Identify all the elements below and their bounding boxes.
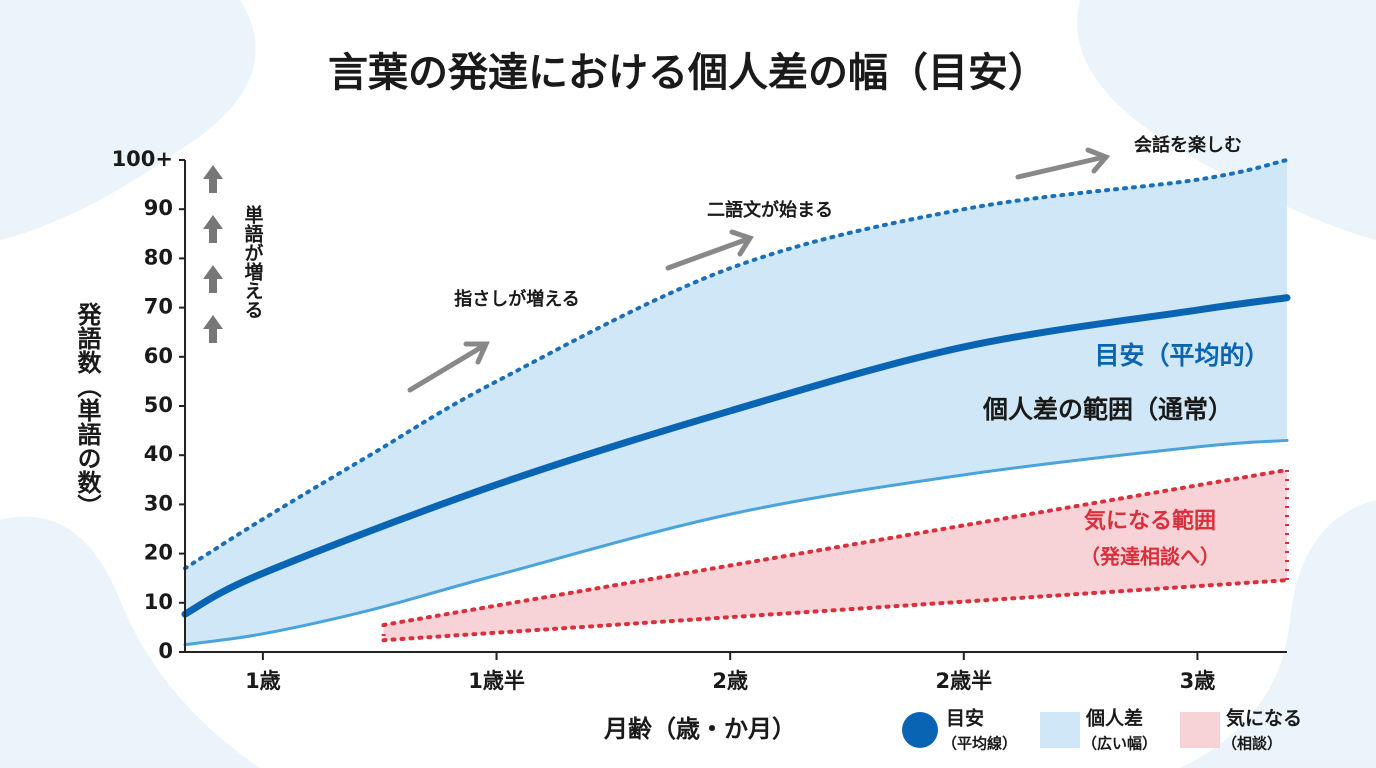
legend-label: 気になる	[1226, 707, 1302, 730]
y-tick-label: 90	[144, 196, 173, 220]
x-tick-label: 1歳	[245, 669, 281, 693]
x-tick-label: 2歳	[712, 669, 748, 693]
background-blob	[0, 516, 260, 768]
annotation: 指さしが増える	[454, 288, 579, 310]
annotation: 個人差の範囲（通常）	[982, 395, 1233, 424]
y-tick-label: 10	[144, 590, 173, 614]
y-tick-label: 60	[144, 344, 173, 368]
y-tick-label: 20	[144, 541, 173, 565]
legend-swatch	[1040, 712, 1080, 748]
y-tick-label: 30	[144, 491, 173, 515]
y-axis-label: 発語数（単語の数）	[73, 301, 102, 518]
x-axis-label: 月齢（歳・か月）	[603, 715, 796, 743]
annotation: 気になる範囲	[1084, 508, 1216, 534]
upper-bound	[183, 158, 1289, 571]
range-area	[185, 160, 1287, 645]
x-tick-label: 3歳	[1180, 669, 1216, 693]
trend-arrows	[407, 147, 1111, 393]
legend-label: 目安	[946, 707, 984, 730]
legend-swatch	[902, 712, 938, 748]
background-blob	[0, 0, 256, 240]
legend-note: （平均線）	[942, 735, 1017, 753]
legend-swatch	[1180, 712, 1220, 748]
upper-bound	[381, 467, 1289, 627]
range-area	[383, 469, 1287, 641]
annotation: 二語文が始まる	[707, 199, 833, 221]
lower-bound	[183, 438, 1289, 647]
legend-note: （広い幅）	[1082, 735, 1157, 753]
background-blob	[1077, 0, 1376, 240]
x-tick-label: 1歳半	[468, 669, 525, 693]
annotation: （発達相談へ）	[1080, 545, 1220, 569]
lower-bound	[381, 578, 1289, 643]
annotation: 会話を楽しむ	[1134, 134, 1242, 156]
up-arrows	[203, 165, 223, 343]
x-tick-label: 2歳半	[935, 669, 992, 693]
line	[181, 294, 1291, 618]
legend-label: 個人差	[1085, 707, 1143, 730]
y-tick-label: 80	[144, 245, 173, 269]
chart-title: 言葉の発達における個人差の幅（目安）	[328, 50, 1048, 96]
legend-note: （相談）	[1222, 735, 1282, 753]
background-blob	[1180, 500, 1376, 768]
y-note: 単語が増える	[242, 204, 264, 319]
y-tick-label: 50	[144, 393, 173, 417]
y-tick-label: 40	[144, 442, 173, 466]
annotation: 目安（平均的）	[1094, 341, 1269, 370]
y-tick-label: 100+	[112, 147, 173, 171]
y-tick-label: 0	[158, 639, 173, 663]
y-tick-label: 70	[144, 295, 173, 319]
